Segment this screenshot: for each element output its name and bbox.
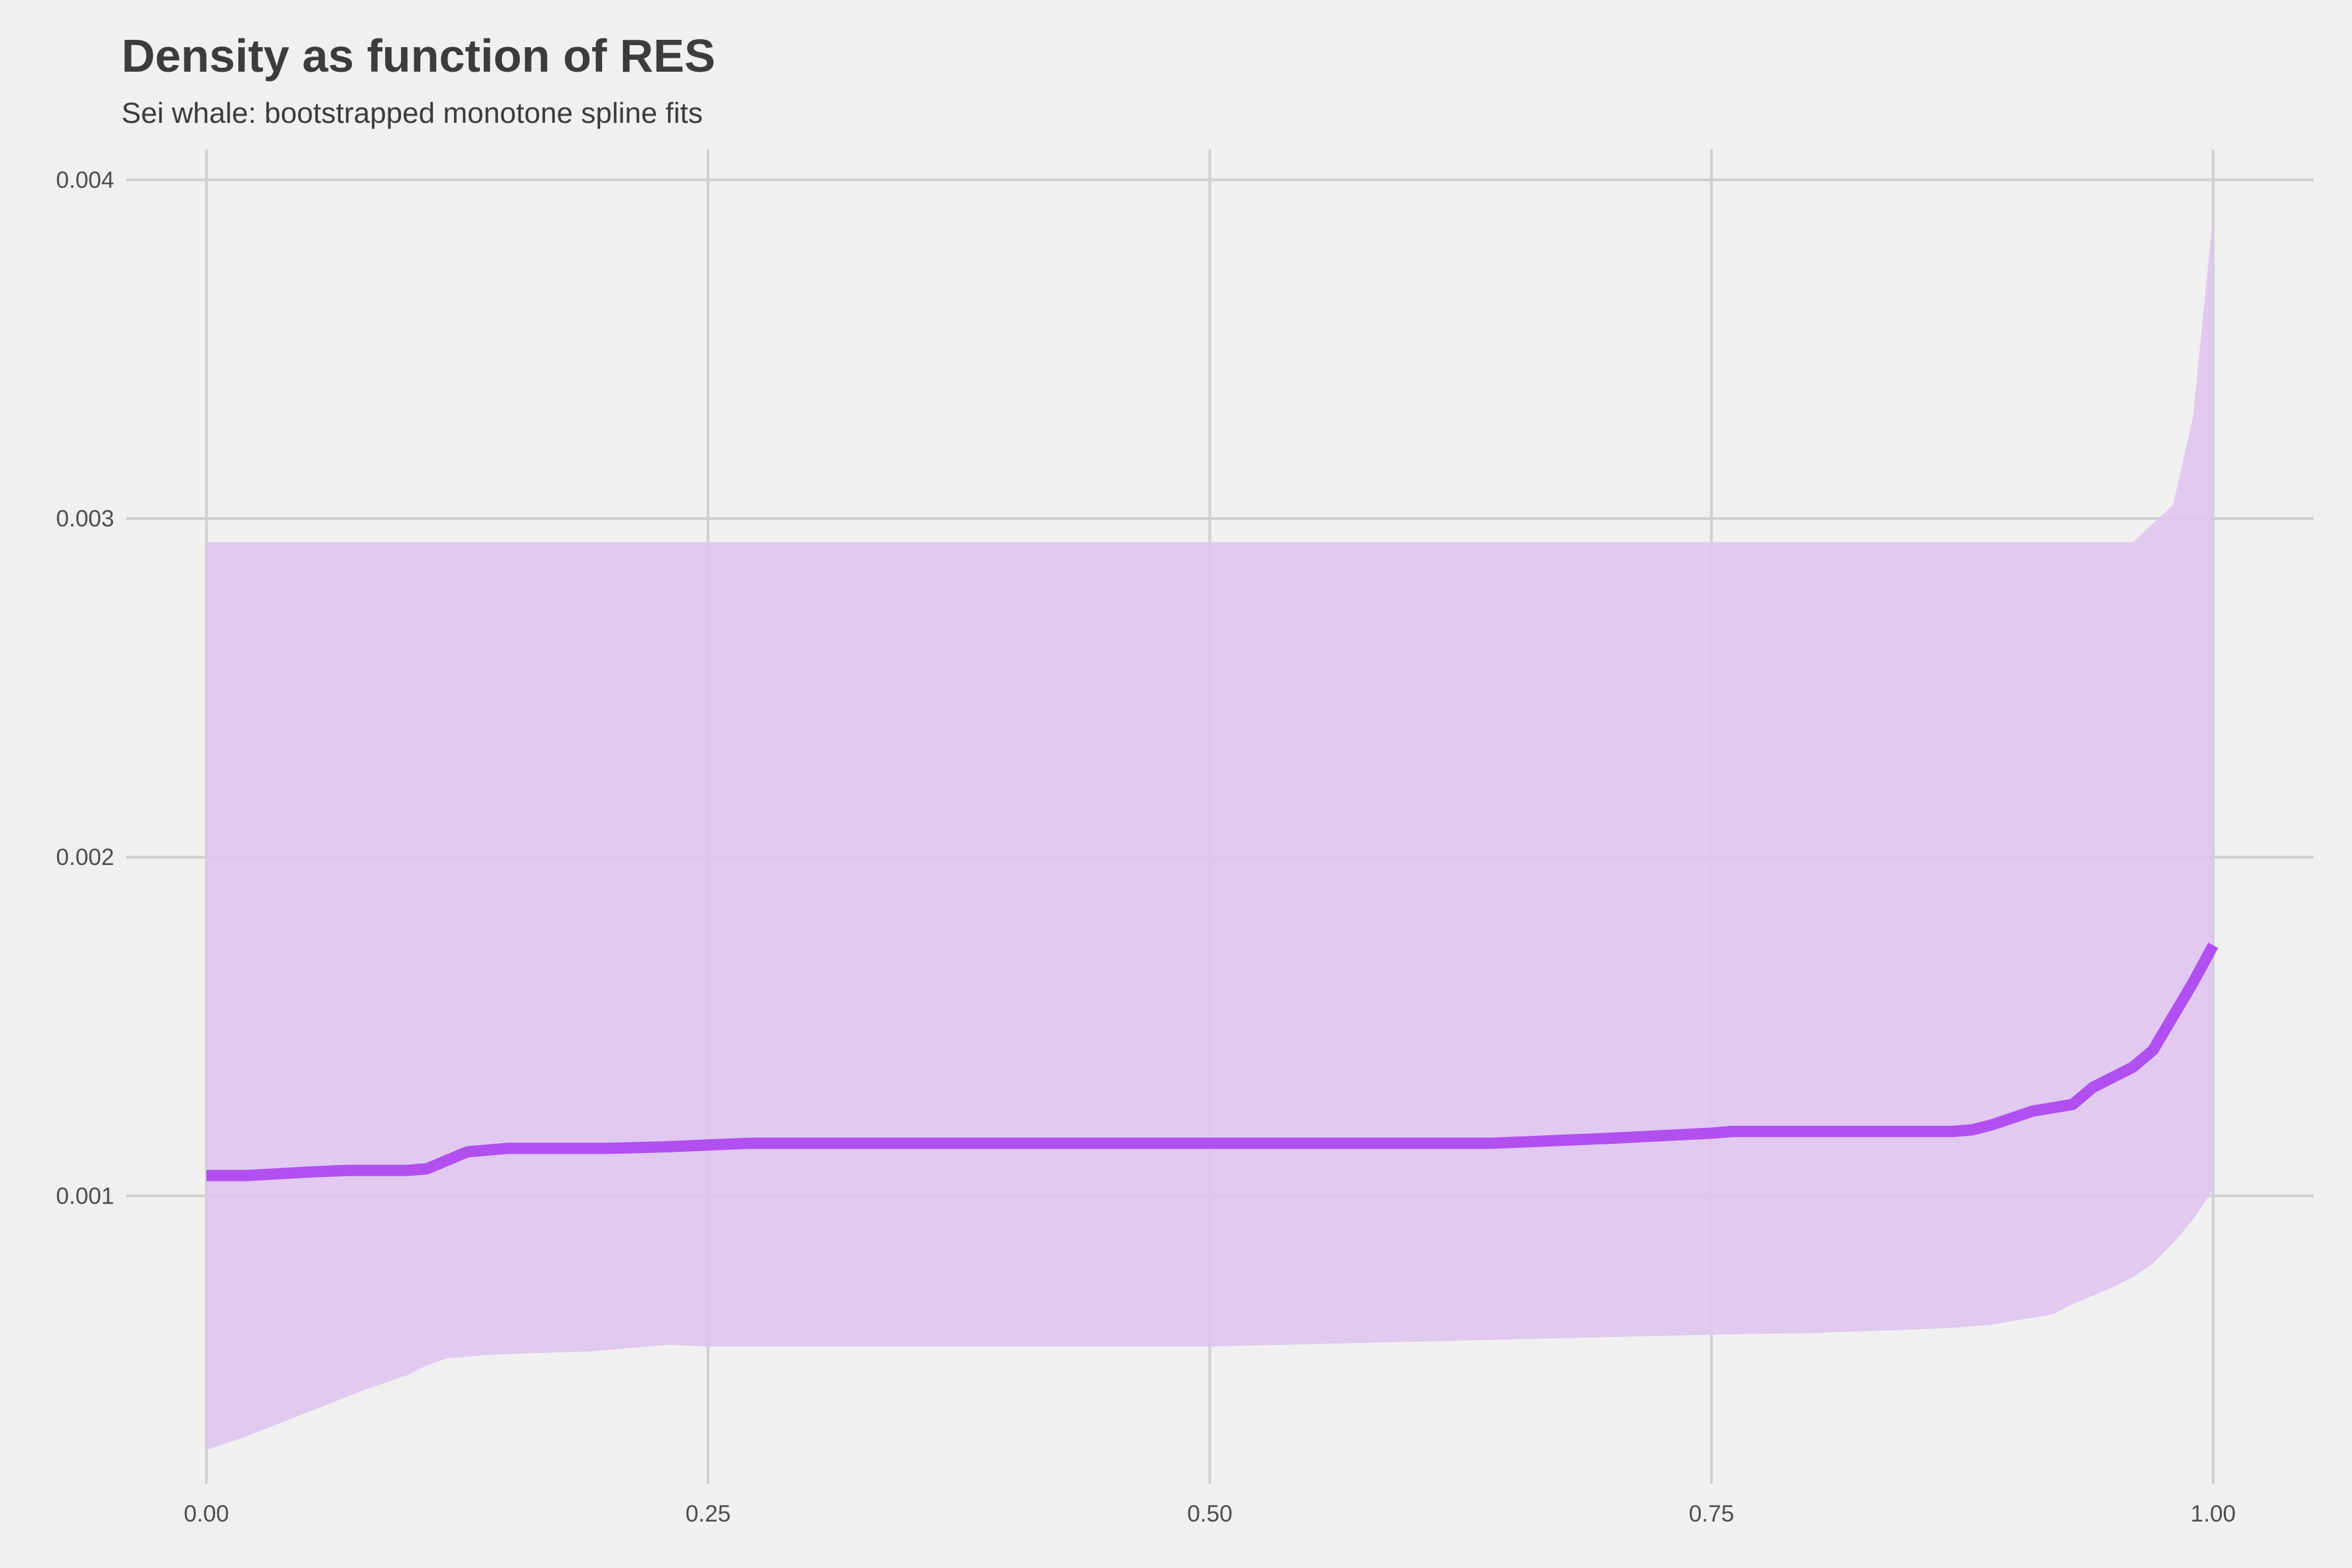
- y-tick-label: 0.004: [56, 167, 114, 193]
- x-tick-label: 0.25: [686, 1501, 731, 1527]
- x-tick-label: 0.00: [184, 1501, 229, 1527]
- y-axis-tick-labels: 0.001 0.002 0.003 0.004: [56, 167, 114, 1209]
- y-tick-label: 0.001: [56, 1183, 114, 1209]
- chart-title: Density as function of RES: [121, 30, 716, 82]
- y-tick-label: 0.002: [56, 844, 114, 870]
- x-tick-label: 0.50: [1187, 1501, 1232, 1527]
- chart-subtitle: Sei whale: bootstrapped monotone spline …: [121, 97, 703, 129]
- x-tick-label: 0.75: [1689, 1501, 1734, 1527]
- y-tick-label: 0.003: [56, 506, 114, 532]
- median-line-layer: [206, 942, 2219, 1182]
- median-spline-line: [206, 942, 2219, 1182]
- x-tick-label: 1.00: [2191, 1501, 2236, 1527]
- x-axis-tick-labels: 0.00 0.25 0.50 0.75 1.00: [184, 1501, 2236, 1527]
